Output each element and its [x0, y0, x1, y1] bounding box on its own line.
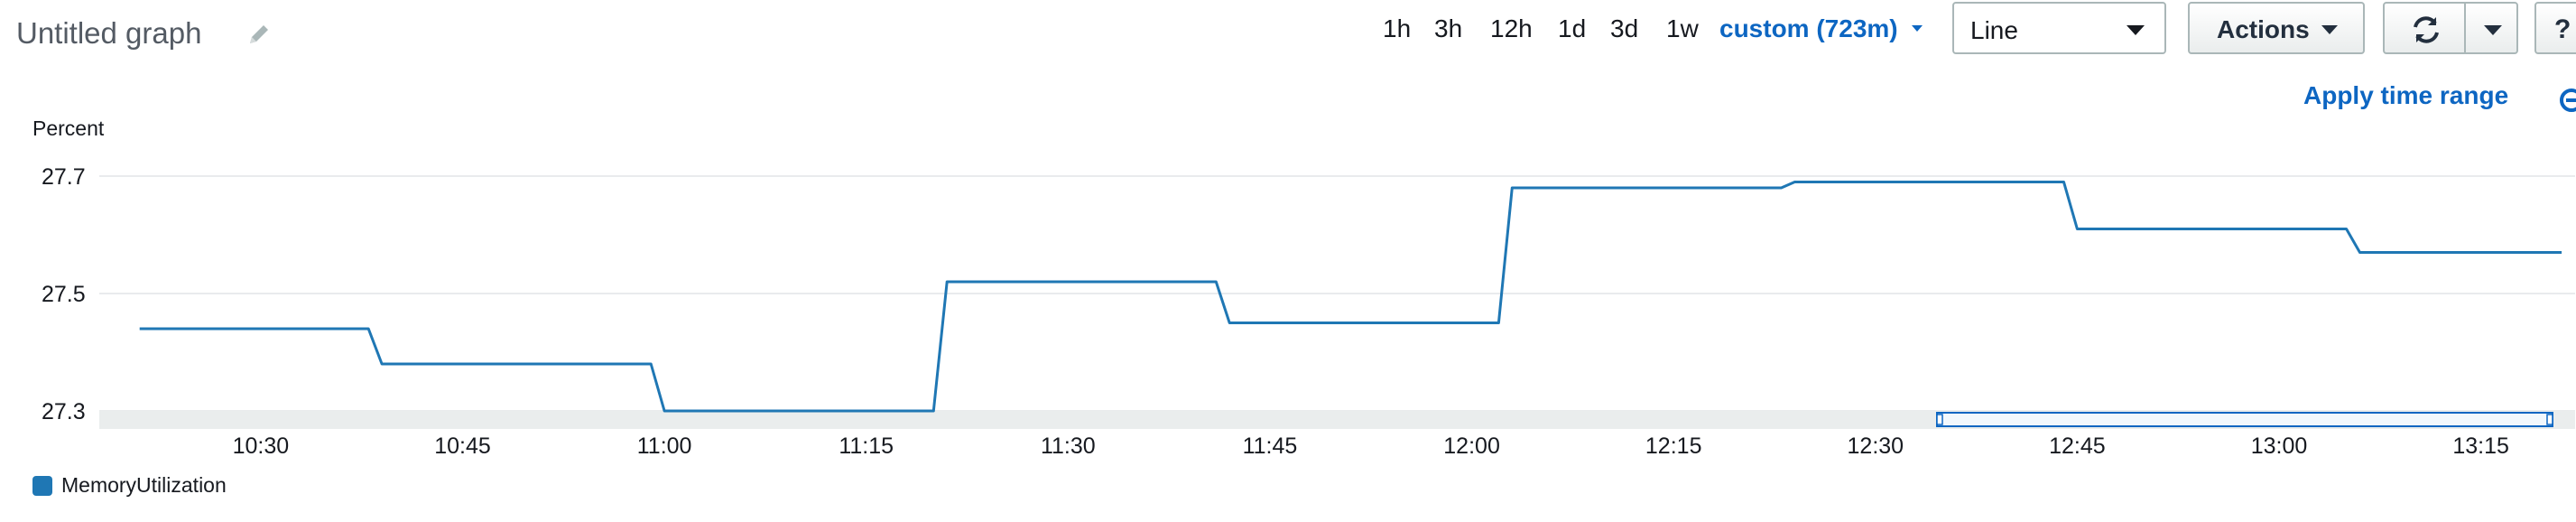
custom-range-link[interactable]: custom (723m) — [1719, 14, 1898, 42]
x-tick-label: 10:45 — [434, 433, 491, 459]
y-tick-label: 27.7 — [42, 164, 86, 190]
time-range-selection[interactable] — [1936, 412, 2553, 427]
refresh-options-button[interactable] — [2464, 2, 2518, 54]
help-label: ? — [2554, 14, 2571, 44]
time-range-handle-left[interactable] — [1936, 414, 1943, 425]
x-tick-label: 12:00 — [1443, 433, 1500, 459]
actions-label: Actions — [2217, 15, 2310, 43]
refresh-button[interactable] — [2383, 2, 2466, 54]
range-3d[interactable]: 3d — [1610, 14, 1639, 42]
refresh-icon — [2414, 16, 2439, 43]
series-lines — [139, 181, 2562, 413]
legend-swatch — [32, 476, 52, 496]
y-axis-label: Percent — [32, 117, 105, 140]
chevron-down-icon — [2321, 25, 2338, 34]
custom-range-caret-icon[interactable] — [1912, 25, 1923, 32]
chart-type-value: Line — [1970, 16, 2018, 44]
help-button[interactable]: ? — [2534, 2, 2576, 54]
apply-time-range-link[interactable]: Apply time range — [2303, 81, 2509, 109]
range-12h[interactable]: 12h — [1490, 14, 1533, 42]
time-range-handle-right[interactable] — [2546, 414, 2553, 425]
legend-label: MemoryUtilization — [61, 473, 227, 497]
x-tick-label: 13:00 — [2251, 433, 2308, 459]
pencil-icon[interactable] — [246, 22, 273, 49]
x-tick-label: 11:15 — [839, 433, 894, 459]
zoom-out-icon[interactable] — [2558, 87, 2576, 114]
x-tick-label: 11:30 — [1041, 433, 1096, 459]
range-1w[interactable]: 1w — [1666, 14, 1699, 42]
actions-button[interactable]: Actions — [2188, 2, 2365, 54]
series-line-memoryutilization[interactable] — [139, 181, 2562, 413]
range-3h[interactable]: 3h — [1434, 14, 1463, 42]
x-tick-label: 11:00 — [637, 433, 692, 459]
x-tick-label: 12:30 — [1848, 433, 1904, 459]
y-tick-label: 27.5 — [42, 282, 86, 307]
gridlines — [99, 175, 2575, 412]
range-1h[interactable]: 1h — [1383, 14, 1412, 42]
chevron-down-icon — [2127, 25, 2145, 35]
x-tick-label: 13:15 — [2452, 433, 2509, 459]
x-tick-label: 12:15 — [1645, 433, 1702, 459]
x-axis-ticks: 10:30 10:45 11:00 11:15 11:30 11:45 12:00 12:15… — [233, 433, 2509, 459]
x-tick-label: 12:45 — [2049, 433, 2106, 459]
y-axis-ticks: 27.3 27.5 27.7 — [42, 164, 86, 424]
range-1d[interactable]: 1d — [1558, 14, 1587, 42]
chevron-down-icon — [2484, 25, 2502, 35]
x-tick-label: 11:45 — [1243, 433, 1298, 459]
graph-title[interactable]: Untitled graph — [16, 16, 202, 50]
y-tick-label: 27.3 — [42, 399, 86, 424]
x-tick-label: 10:30 — [233, 433, 290, 459]
chart-type-select[interactable]: Line — [1952, 2, 2166, 54]
